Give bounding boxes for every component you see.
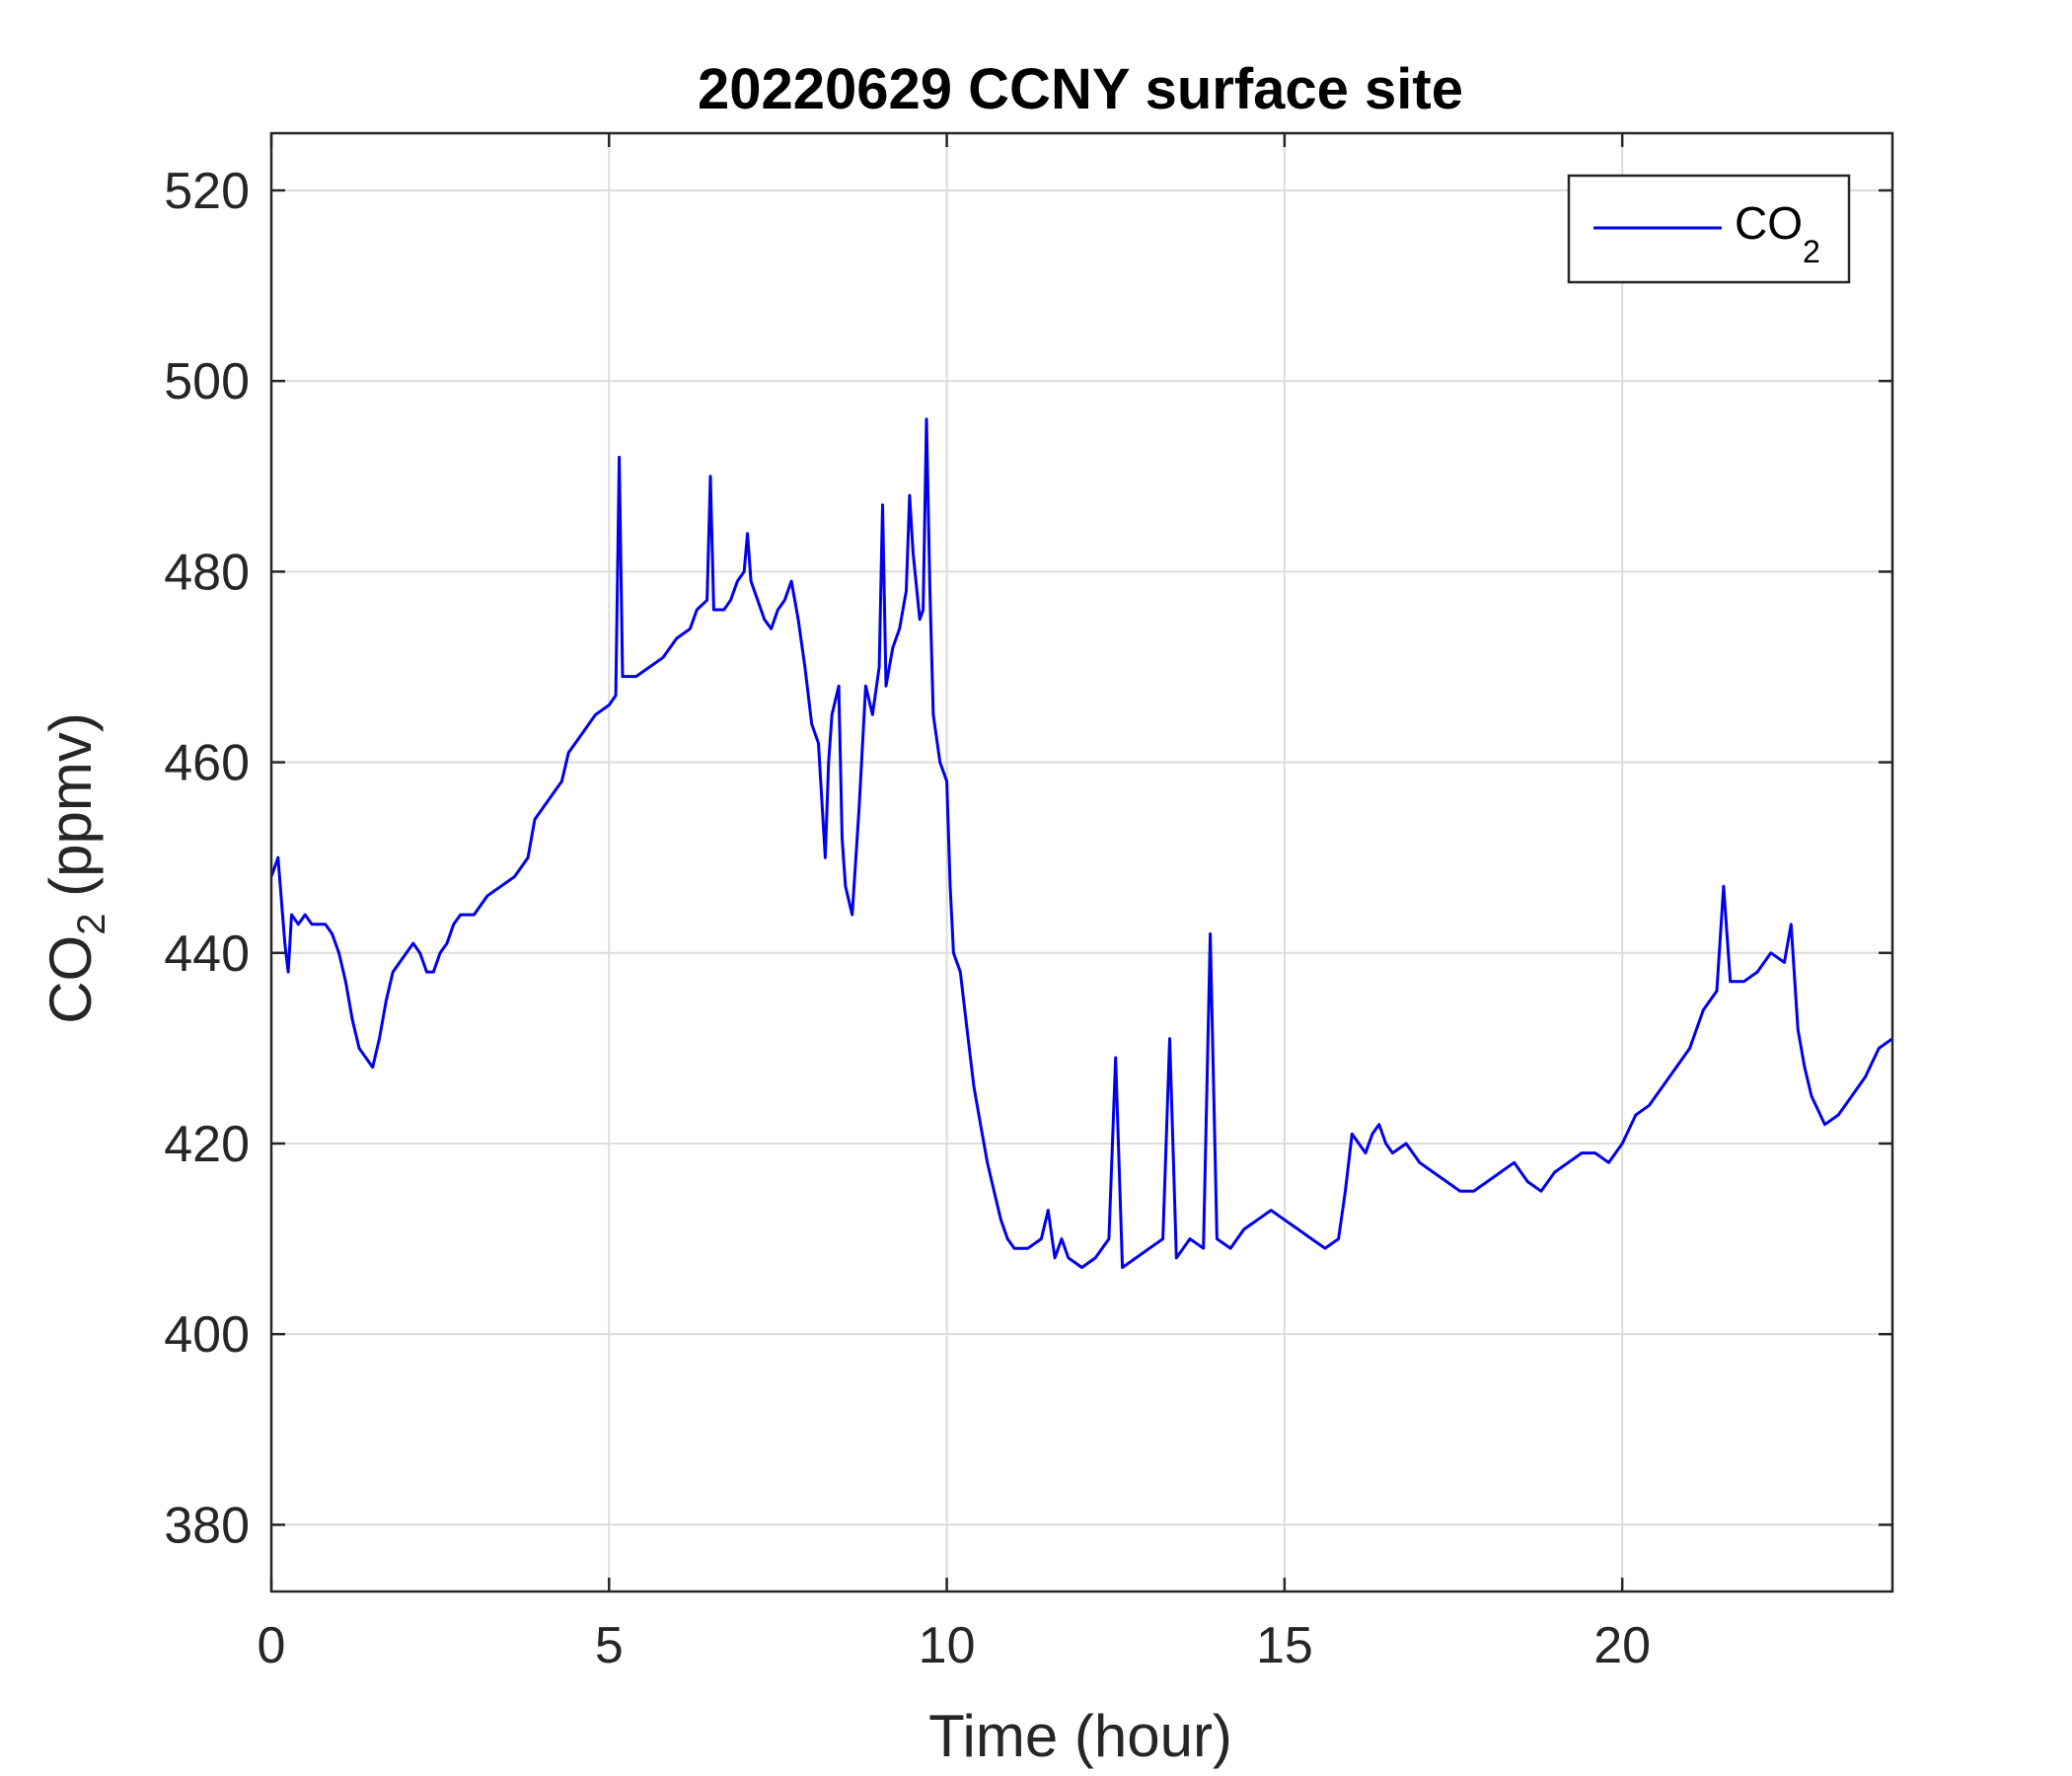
legend-label-main: CO: [1735, 197, 1803, 249]
ticks: 0 5 10 15 20 380 400 420 440 460 480 500 520: [164, 133, 1892, 1674]
legend-label: CO2: [1735, 197, 1820, 269]
x-tick-label: 5: [595, 1617, 624, 1674]
x-tick-label: 15: [1256, 1617, 1313, 1674]
x-axis-label: Time (hour): [928, 1703, 1232, 1769]
y-tick-label: 520: [164, 163, 250, 220]
y-axis-label: CO2 (ppmv): [37, 712, 113, 1024]
y-axis-label-main: CO: [37, 935, 104, 1024]
y-tick-label: 380: [164, 1497, 250, 1554]
y-axis-label-units: (ppmv): [37, 712, 104, 913]
y-tick-label: 500: [164, 353, 250, 410]
series-line-co2: [269, 417, 1893, 1270]
x-tick-label: 0: [258, 1617, 286, 1674]
grid-lines: [271, 133, 1892, 1591]
plot-frame: [269, 131, 1894, 1593]
legend-label-sub: 2: [1803, 234, 1820, 269]
y-tick-label: 400: [164, 1306, 250, 1364]
legend: CO2: [1567, 174, 1851, 284]
x-tick-label: 10: [919, 1617, 976, 1674]
x-tick-label: 20: [1593, 1617, 1651, 1674]
y-tick-label: 420: [164, 1116, 250, 1173]
chart-title: 20220629 CCNY surface site: [698, 57, 1463, 121]
y-tick-label: 480: [164, 544, 250, 601]
series-layer: [269, 417, 1893, 1270]
y-axis-label-sub: 2: [70, 914, 113, 935]
y-tick-label: 440: [164, 925, 250, 983]
y-tick-label: 460: [164, 735, 250, 792]
